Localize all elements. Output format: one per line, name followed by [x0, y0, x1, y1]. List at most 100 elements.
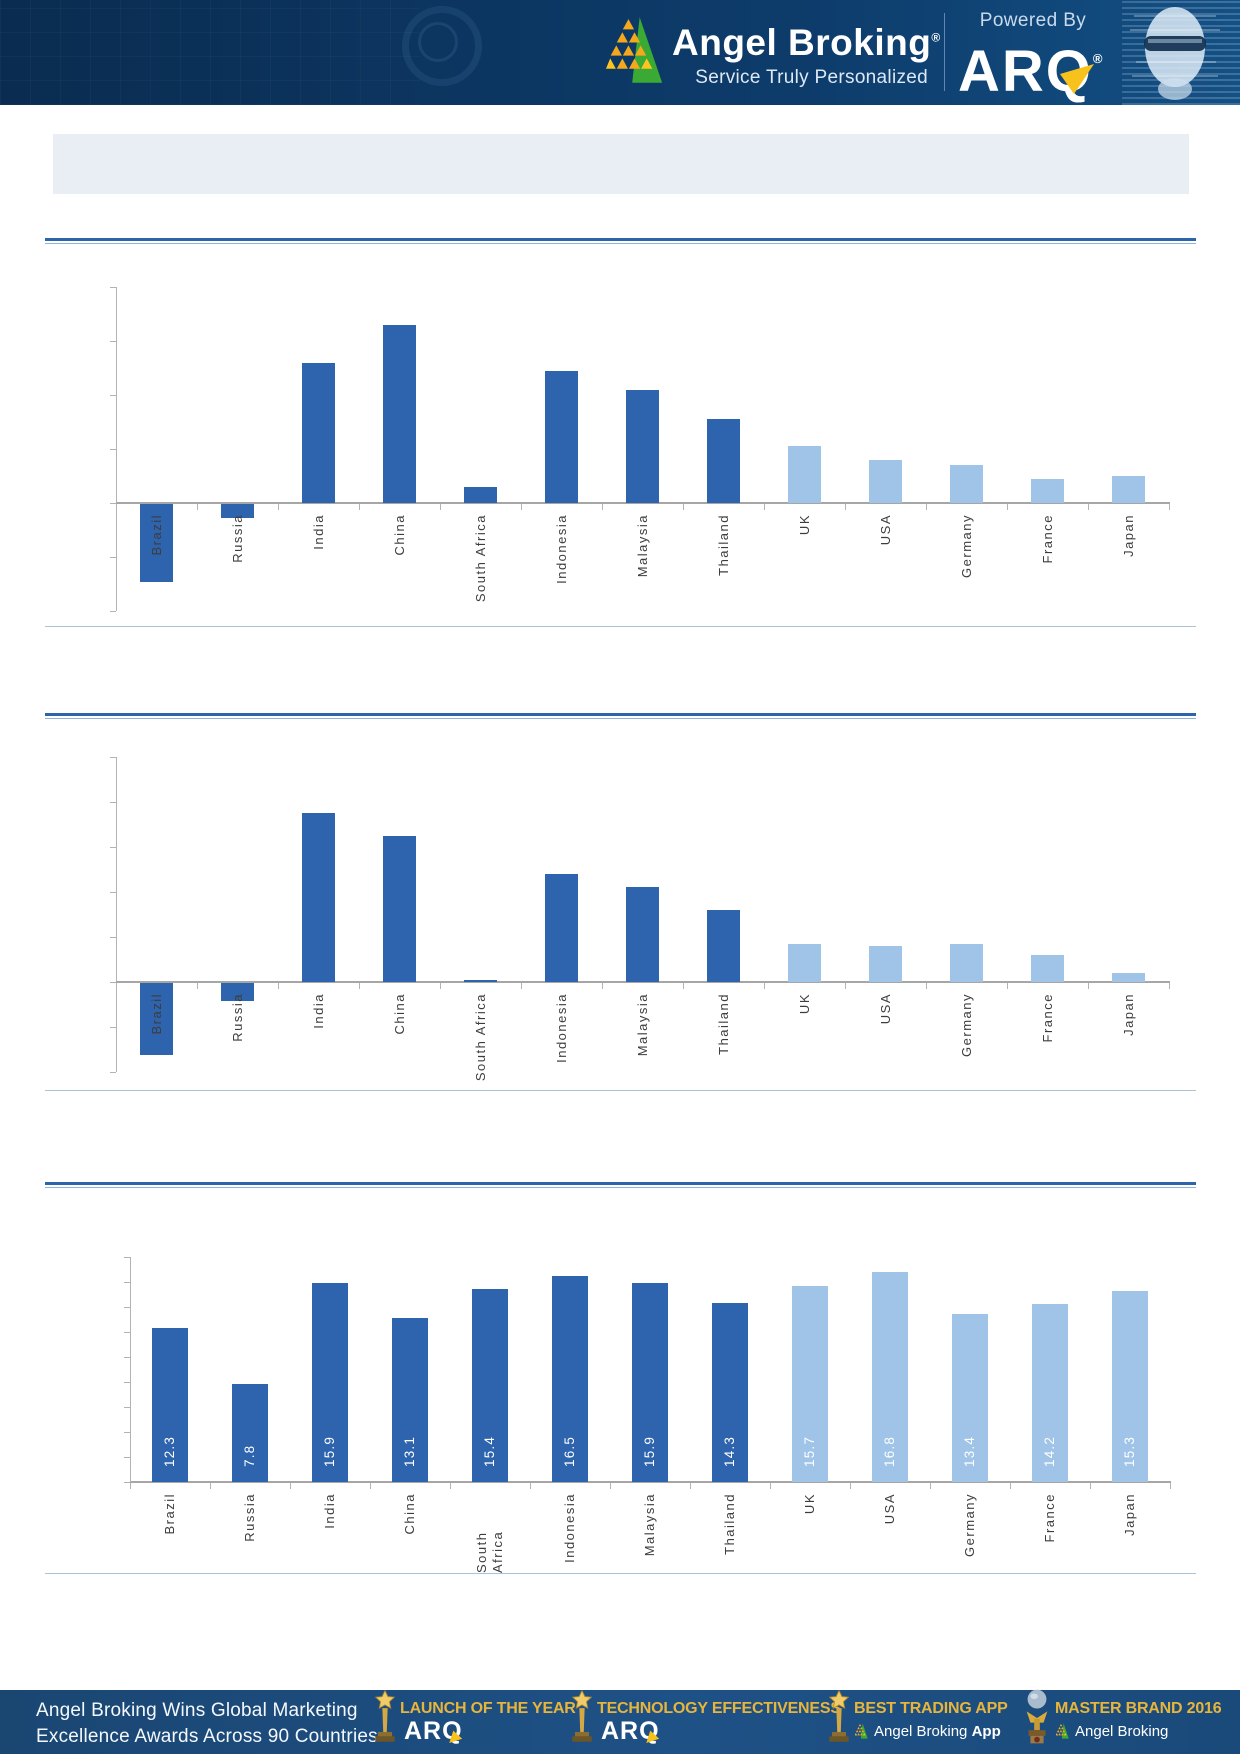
- category-label: Thailand: [722, 1493, 738, 1560]
- x-axis-tick: [764, 504, 765, 510]
- x-axis: [130, 1481, 1171, 1483]
- x-axis-tick: [116, 504, 117, 510]
- category-label: Russia: [230, 993, 246, 1047]
- y-axis-tick: [110, 1072, 116, 1073]
- x-axis-tick: [683, 504, 684, 510]
- y-axis-tick: [124, 1332, 130, 1333]
- x-axis-tick: [690, 1483, 691, 1489]
- bar-uk: [788, 446, 821, 503]
- award-arq-logo: ARQ: [601, 1717, 661, 1747]
- category-label-text: South Africa: [474, 1530, 505, 1573]
- category-label-text: Brazil: [148, 514, 164, 556]
- footer-headline-line1: Angel Broking Wins Global Marketing: [36, 1700, 358, 1721]
- x-axis-tick: [370, 1483, 371, 1489]
- category-label: UK: [797, 993, 813, 1019]
- bar-brazil: [152, 1328, 188, 1482]
- title-bar: [53, 134, 1189, 194]
- award-best-trading-app: BEST TRADING APP Angel Broking App: [824, 1690, 1014, 1754]
- y-axis-tick: [110, 611, 116, 612]
- bar-south-africa: [472, 1289, 508, 1482]
- x-axis-tick: [1090, 1483, 1091, 1489]
- award-title: LAUNCH OF THE YEAR: [400, 1700, 576, 1717]
- category-label: Japan: [1121, 514, 1137, 562]
- bar-thailand: [707, 419, 740, 503]
- y-axis-tick: [110, 892, 116, 893]
- y-axis-tick: [124, 1432, 130, 1433]
- registered-mark: ®: [931, 30, 941, 45]
- category-label-text: USA: [877, 514, 893, 546]
- category-label-text: Malaysia: [634, 514, 650, 578]
- x-axis-tick: [1088, 504, 1089, 510]
- category-label: China: [392, 993, 408, 1039]
- category-label-text: Russia: [242, 1493, 257, 1542]
- category-label: Japan: [1121, 993, 1137, 1041]
- bar-germany: [950, 944, 983, 982]
- x-axis-tick: [845, 983, 846, 989]
- category-label-text: France: [1039, 514, 1055, 564]
- value-label: 13.4: [962, 1436, 978, 1472]
- brand-text: Angel Broking: [672, 22, 932, 63]
- bar-france: [1031, 955, 1064, 982]
- section3-top-border: [45, 1182, 1196, 1188]
- header-banner: Angel Broking® Service Truly Personalize…: [0, 0, 1240, 105]
- category-label: Indonesia: [554, 514, 570, 589]
- x-axis-tick: [1007, 983, 1008, 989]
- bar-russia: [221, 983, 254, 1001]
- category-label-text: China: [391, 993, 407, 1035]
- bar-indonesia: [545, 874, 578, 982]
- category-label-text: Thailand: [715, 993, 731, 1055]
- section2-bottom-border: [45, 1090, 1196, 1091]
- x-axis-tick: [926, 983, 927, 989]
- category-label-text: Malaysia: [634, 993, 650, 1057]
- bar-france: [1032, 1304, 1068, 1482]
- section1-bottom-border: [45, 626, 1196, 627]
- bar-china: [392, 1318, 428, 1482]
- category-label: India: [311, 993, 327, 1034]
- category-label: France: [1040, 514, 1056, 568]
- category-label: France: [1040, 993, 1056, 1047]
- bar-usa: [869, 460, 902, 503]
- x-axis: [116, 502, 1170, 504]
- category-label-text: USA: [882, 1493, 897, 1525]
- value-label-text: 16.5: [562, 1435, 577, 1467]
- bar-india: [302, 813, 335, 982]
- category-label-text: Brazil: [162, 1493, 177, 1535]
- value-label-text: 14.3: [722, 1435, 737, 1467]
- value-label: 12.3: [162, 1436, 178, 1472]
- y-axis-tick: [110, 557, 116, 558]
- powered-by-label: Powered By: [979, 10, 1087, 31]
- value-label: 15.9: [322, 1436, 338, 1472]
- category-label-text: UK: [796, 993, 812, 1015]
- angel-broking-mini-logo: [854, 1723, 869, 1739]
- x-axis-tick: [850, 1483, 851, 1489]
- category-label: South Africa: [474, 1493, 506, 1578]
- x-axis-tick: [926, 504, 927, 510]
- bar-thailand: [707, 910, 740, 982]
- category-label: Brazil: [149, 993, 165, 1040]
- value-label: 16.5: [562, 1436, 578, 1472]
- award-launch-of-the-year: LAUNCH OF THE YEAR ARQ: [370, 1690, 576, 1754]
- bar-brazil: [140, 983, 173, 1055]
- value-label: 15.4: [482, 1436, 498, 1472]
- section1-top-border: [45, 238, 1196, 244]
- category-label: USA: [882, 1493, 898, 1529]
- x-axis-tick: [359, 504, 360, 510]
- category-label-text: India: [310, 514, 326, 550]
- bar-china: [383, 836, 416, 982]
- ring-decoration: [402, 6, 482, 86]
- category-label: Malaysia: [635, 993, 651, 1061]
- award-arq-text: ARQ: [404, 1717, 463, 1745]
- category-label-text: Thailand: [722, 1493, 737, 1555]
- category-label-text: France: [1039, 993, 1055, 1043]
- star-trophy-icon: [370, 1686, 400, 1748]
- x-axis-tick: [602, 504, 603, 510]
- award-subtitle-text: Angel Broking: [1075, 1723, 1169, 1740]
- x-axis-tick: [602, 983, 603, 989]
- bar-russia: [221, 504, 254, 518]
- category-label: Germany: [962, 1493, 978, 1562]
- star-trophy-icon: [567, 1686, 597, 1748]
- bar-france: [1031, 479, 1064, 503]
- x-axis-tick: [1088, 983, 1089, 989]
- award-arq-text: ARQ: [601, 1717, 660, 1745]
- category-label: Brazil: [162, 1493, 178, 1540]
